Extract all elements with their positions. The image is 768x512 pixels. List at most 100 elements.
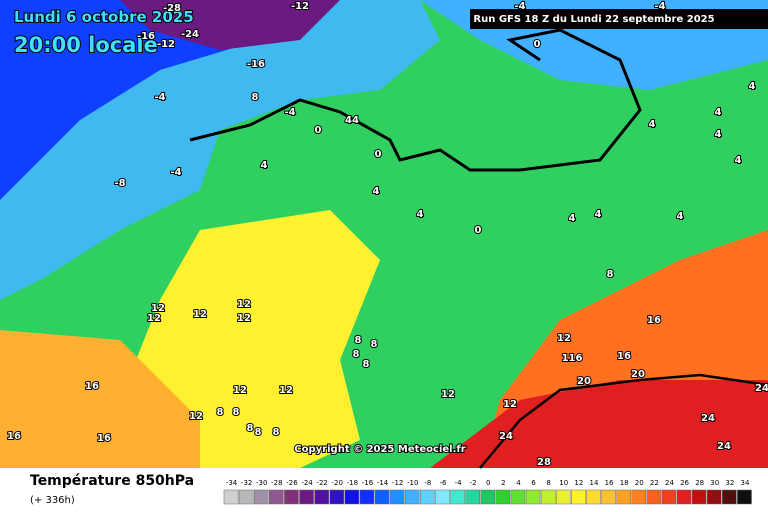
legend-label: 34 bbox=[740, 479, 749, 487]
contour-label: -4 bbox=[654, 1, 665, 12]
contour-label: 4 bbox=[569, 213, 576, 224]
contour-label: 12 bbox=[237, 313, 251, 324]
legend-swatch bbox=[616, 489, 631, 505]
contour-label: 12 bbox=[193, 309, 207, 320]
contour-label: 0 bbox=[315, 125, 322, 136]
legend-label: 14 bbox=[589, 479, 598, 487]
zero-isotherm bbox=[189, 28, 642, 172]
contour-label: -16 bbox=[247, 59, 265, 70]
legend-label: -20 bbox=[332, 479, 343, 487]
legend-swatch bbox=[525, 489, 541, 505]
contour-label: 8 bbox=[607, 269, 614, 280]
isotherm-20 bbox=[479, 373, 768, 469]
legend-swatch bbox=[571, 489, 586, 505]
legend-swatch bbox=[510, 489, 526, 505]
contour-label: 12 bbox=[503, 399, 517, 410]
legend-label: 20 bbox=[635, 479, 644, 487]
legend-swatch bbox=[706, 489, 722, 505]
cold-core bbox=[0, 0, 300, 200]
contour-label: -16 bbox=[137, 31, 155, 42]
legend-label: -10 bbox=[407, 479, 418, 487]
contour-label: 16 bbox=[85, 381, 99, 392]
legend-label: 24 bbox=[665, 479, 674, 487]
contour-label: 8 bbox=[355, 335, 362, 346]
legend-label: 28 bbox=[695, 479, 704, 487]
legend-label: 8 bbox=[546, 479, 550, 487]
contour-label: 16 bbox=[97, 433, 111, 444]
hot-region bbox=[430, 380, 768, 468]
legend-label: 12 bbox=[574, 479, 583, 487]
contour-label: 12 bbox=[151, 303, 165, 314]
contour-label: 8 bbox=[217, 407, 224, 418]
legend-swatch bbox=[253, 489, 269, 505]
contour-label: 12 bbox=[279, 385, 293, 396]
copyright: Copyright © 2025 Meteociel.fr bbox=[294, 444, 465, 455]
legend-swatch bbox=[435, 489, 450, 505]
legend-label: 0 bbox=[486, 479, 490, 487]
legend-label: -18 bbox=[347, 479, 358, 487]
legend-swatch bbox=[601, 489, 616, 505]
contour-label: 12 bbox=[147, 313, 161, 324]
contour-label: 8 bbox=[233, 407, 240, 418]
legend-label: -26 bbox=[286, 479, 298, 487]
contour-label: 24 bbox=[499, 431, 513, 442]
contour-label: -4 bbox=[514, 1, 525, 12]
legend-label: 6 bbox=[531, 479, 536, 487]
contour-label: -12 bbox=[157, 39, 175, 50]
contour-label: 4 bbox=[595, 209, 602, 220]
legend-swatch bbox=[238, 489, 254, 505]
contour-label: 8 bbox=[247, 423, 254, 434]
legend-swatch bbox=[676, 489, 692, 505]
legend-label: -6 bbox=[439, 479, 447, 487]
contour-label: 24 bbox=[755, 383, 768, 394]
legend-swatch bbox=[465, 489, 480, 505]
contour-label: -4 bbox=[170, 167, 181, 178]
contour-label: -24 bbox=[181, 29, 199, 40]
footer-title: Température 850hPa bbox=[30, 473, 194, 489]
legend-swatch bbox=[555, 489, 571, 505]
legend-swatch bbox=[359, 489, 375, 505]
legend-label: -8 bbox=[424, 479, 431, 487]
contour-label: 8 bbox=[255, 427, 262, 438]
legend-swatch bbox=[269, 489, 284, 505]
contour-label: 8 bbox=[363, 359, 370, 370]
legend-swatch bbox=[661, 489, 677, 505]
contour-label: 4 bbox=[715, 129, 722, 140]
legend-swatch bbox=[495, 489, 511, 505]
forecast-date: Lundi 6 octobre 2025 bbox=[14, 8, 194, 26]
legend-label: 18 bbox=[620, 479, 629, 487]
legend-label: -30 bbox=[256, 479, 267, 487]
contour-label: 116 bbox=[562, 353, 583, 364]
legend-label: 26 bbox=[680, 479, 689, 487]
legend-swatch bbox=[646, 489, 662, 505]
legend-swatch bbox=[691, 489, 707, 505]
contour-label: 4 bbox=[715, 107, 722, 118]
legend-label: 32 bbox=[725, 479, 734, 487]
legend-label: 4 bbox=[516, 479, 521, 487]
contour-label: 8 bbox=[273, 427, 280, 438]
contour-label: 4 bbox=[373, 186, 380, 197]
legend-label: -12 bbox=[392, 479, 403, 487]
warm-region bbox=[120, 210, 380, 468]
contour-label: 28 bbox=[537, 457, 551, 468]
legend-swatch bbox=[389, 489, 405, 505]
legend-swatch bbox=[540, 489, 556, 505]
forecast-time: 20:00 locale bbox=[14, 33, 158, 57]
legend-label: -28 bbox=[271, 479, 282, 487]
contour-label: -4 bbox=[284, 107, 295, 118]
legend-label: 2 bbox=[501, 479, 505, 487]
legend-label: 10 bbox=[559, 479, 568, 487]
legend-swatch bbox=[223, 489, 239, 505]
contour-label: 8 bbox=[353, 349, 360, 360]
legend-swatch bbox=[284, 489, 299, 505]
legend-label: 16 bbox=[605, 479, 614, 487]
contour-label: -28 bbox=[163, 3, 181, 14]
legend-label: -32 bbox=[241, 479, 252, 487]
legend-swatch bbox=[737, 489, 752, 505]
run-banner bbox=[470, 9, 768, 29]
legend-swatch bbox=[404, 489, 420, 505]
legend-label: -24 bbox=[301, 479, 313, 487]
contour-label: -4 bbox=[154, 92, 165, 103]
contour-label: 16 bbox=[647, 315, 661, 326]
